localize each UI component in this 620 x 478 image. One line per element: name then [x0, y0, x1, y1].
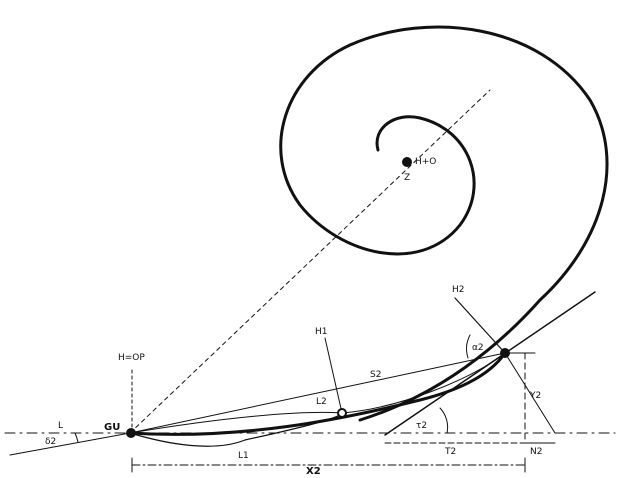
label-l-left: L [58, 421, 63, 431]
label-x2: X2 [306, 466, 321, 477]
label-h1: H1 [315, 327, 328, 337]
label-s2: S2 [370, 370, 381, 380]
alpha2-arc [467, 335, 470, 358]
label-delta2: δ2 [45, 437, 56, 447]
origin-center-dashed [130, 90, 490, 433]
label-y2: Y2 [529, 391, 541, 401]
point-2 [500, 348, 510, 358]
center-z-point [402, 157, 412, 167]
tau2-arc [440, 408, 448, 433]
spiral-curve [281, 27, 607, 420]
label-tau2: τ2 [416, 421, 427, 431]
point-1 [338, 409, 346, 417]
label-alpha2: α2 [472, 343, 484, 353]
label-h-origin: H=OP [118, 353, 145, 363]
label-center-point: Z [404, 173, 410, 183]
label-n2: N2 [530, 447, 542, 457]
label-l2: L2 [316, 397, 327, 407]
label-h2: H2 [452, 285, 465, 295]
origin-point [126, 428, 136, 438]
delta2-arc [75, 433, 78, 442]
label-t2: T2 [444, 447, 456, 457]
left-tangent-line [10, 433, 130, 455]
label-l1: L1 [238, 451, 249, 461]
label-center: H+O [415, 157, 436, 167]
normal-h1 [325, 338, 342, 413]
label-origin: GU [104, 422, 120, 433]
